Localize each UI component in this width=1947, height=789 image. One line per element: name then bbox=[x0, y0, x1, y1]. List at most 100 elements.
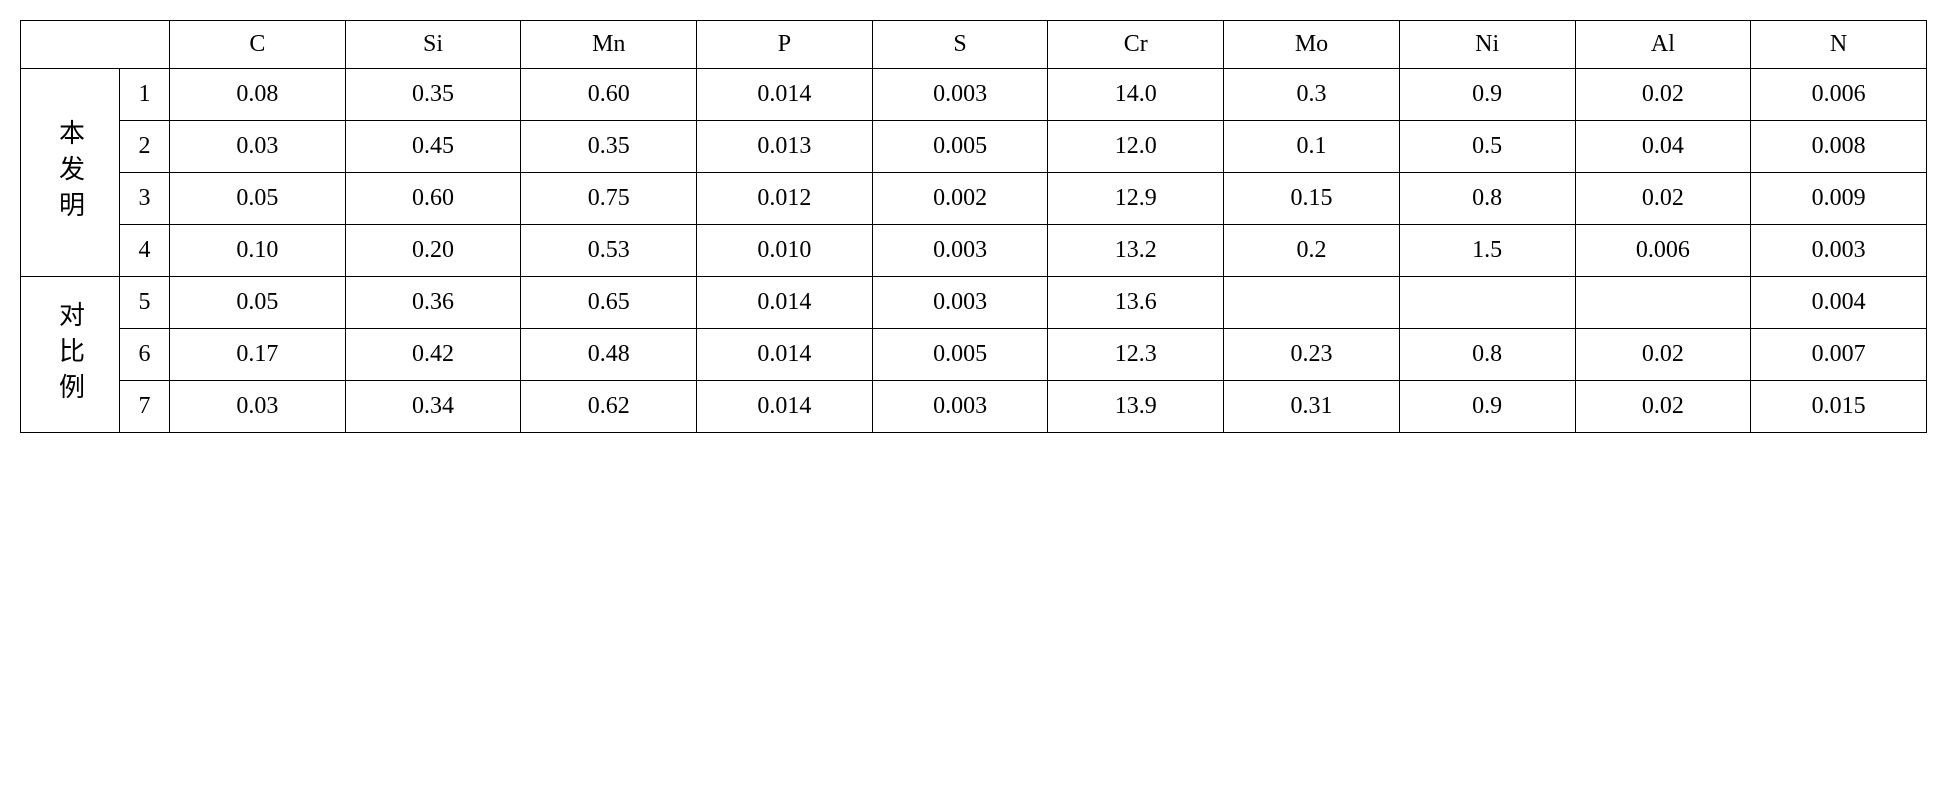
cell: 13.9 bbox=[1048, 381, 1224, 433]
cell: 0.012 bbox=[697, 173, 873, 225]
cell: 0.60 bbox=[345, 173, 521, 225]
cell: 0.2 bbox=[1224, 225, 1400, 277]
cell: 0.02 bbox=[1575, 381, 1751, 433]
cell: 0.23 bbox=[1224, 329, 1400, 381]
cell: 0.36 bbox=[345, 277, 521, 329]
cell: 13.2 bbox=[1048, 225, 1224, 277]
cell: 0.014 bbox=[697, 69, 873, 121]
cell bbox=[1224, 277, 1400, 329]
cell: 0.35 bbox=[521, 121, 697, 173]
cell: 0.02 bbox=[1575, 173, 1751, 225]
cell: 0.3 bbox=[1224, 69, 1400, 121]
col-header: N bbox=[1751, 21, 1927, 69]
cell: 0.02 bbox=[1575, 329, 1751, 381]
cell: 0.014 bbox=[697, 381, 873, 433]
cell: 0.42 bbox=[345, 329, 521, 381]
cell: 0.009 bbox=[1751, 173, 1927, 225]
row-index: 6 bbox=[120, 329, 170, 381]
table-row: 3 0.05 0.60 0.75 0.012 0.002 12.9 0.15 0… bbox=[21, 173, 1927, 225]
cell: 0.04 bbox=[1575, 121, 1751, 173]
cell: 0.9 bbox=[1399, 381, 1575, 433]
cell: 0.013 bbox=[697, 121, 873, 173]
cell: 0.10 bbox=[170, 225, 346, 277]
cell: 0.05 bbox=[170, 277, 346, 329]
cell: 14.0 bbox=[1048, 69, 1224, 121]
cell: 0.003 bbox=[872, 69, 1048, 121]
table-header-row: C Si Mn P S Cr Mo Ni Al N bbox=[21, 21, 1927, 69]
cell: 0.17 bbox=[170, 329, 346, 381]
cell: 0.45 bbox=[345, 121, 521, 173]
cell: 0.03 bbox=[170, 121, 346, 173]
col-header: Cr bbox=[1048, 21, 1224, 69]
cell: 0.015 bbox=[1751, 381, 1927, 433]
table-row: 6 0.17 0.42 0.48 0.014 0.005 12.3 0.23 0… bbox=[21, 329, 1927, 381]
col-header: S bbox=[872, 21, 1048, 69]
cell: 0.006 bbox=[1575, 225, 1751, 277]
composition-table-body: C Si Mn P S Cr Mo Ni Al N 本发明 1 0.08 0.3… bbox=[21, 21, 1927, 433]
cell: 0.9 bbox=[1399, 69, 1575, 121]
cell: 0.20 bbox=[345, 225, 521, 277]
row-index: 3 bbox=[120, 173, 170, 225]
cell: 0.08 bbox=[170, 69, 346, 121]
table-row: 本发明 1 0.08 0.35 0.60 0.014 0.003 14.0 0.… bbox=[21, 69, 1927, 121]
cell: 0.75 bbox=[521, 173, 697, 225]
col-header: P bbox=[697, 21, 873, 69]
cell: 0.006 bbox=[1751, 69, 1927, 121]
cell: 0.5 bbox=[1399, 121, 1575, 173]
row-index: 7 bbox=[120, 381, 170, 433]
cell: 0.48 bbox=[521, 329, 697, 381]
cell: 0.005 bbox=[872, 121, 1048, 173]
cell: 0.003 bbox=[872, 225, 1048, 277]
col-header: Ni bbox=[1399, 21, 1575, 69]
header-blank-corner bbox=[21, 21, 170, 69]
cell: 12.9 bbox=[1048, 173, 1224, 225]
col-header: Mo bbox=[1224, 21, 1400, 69]
cell: 0.65 bbox=[521, 277, 697, 329]
cell bbox=[1575, 277, 1751, 329]
composition-table: C Si Mn P S Cr Mo Ni Al N 本发明 1 0.08 0.3… bbox=[20, 20, 1927, 433]
cell: 0.8 bbox=[1399, 173, 1575, 225]
cell: 12.0 bbox=[1048, 121, 1224, 173]
table-row: 7 0.03 0.34 0.62 0.014 0.003 13.9 0.31 0… bbox=[21, 381, 1927, 433]
cell: 0.004 bbox=[1751, 277, 1927, 329]
cell: 0.007 bbox=[1751, 329, 1927, 381]
row-index: 1 bbox=[120, 69, 170, 121]
cell: 13.6 bbox=[1048, 277, 1224, 329]
col-header: Si bbox=[345, 21, 521, 69]
cell: 0.03 bbox=[170, 381, 346, 433]
cell: 0.1 bbox=[1224, 121, 1400, 173]
col-header: C bbox=[170, 21, 346, 69]
cell: 0.014 bbox=[697, 277, 873, 329]
group-label-invention: 本发明 bbox=[21, 69, 120, 277]
col-header: Al bbox=[1575, 21, 1751, 69]
cell: 1.5 bbox=[1399, 225, 1575, 277]
cell: 0.31 bbox=[1224, 381, 1400, 433]
table-row: 2 0.03 0.45 0.35 0.013 0.005 12.0 0.1 0.… bbox=[21, 121, 1927, 173]
cell: 0.003 bbox=[872, 381, 1048, 433]
row-index: 2 bbox=[120, 121, 170, 173]
cell: 0.8 bbox=[1399, 329, 1575, 381]
cell: 0.62 bbox=[521, 381, 697, 433]
row-index: 5 bbox=[120, 277, 170, 329]
row-index: 4 bbox=[120, 225, 170, 277]
cell: 0.003 bbox=[1751, 225, 1927, 277]
cell: 0.02 bbox=[1575, 69, 1751, 121]
table-row: 对比例 5 0.05 0.36 0.65 0.014 0.003 13.6 0.… bbox=[21, 277, 1927, 329]
cell: 0.005 bbox=[872, 329, 1048, 381]
cell: 0.014 bbox=[697, 329, 873, 381]
table-row: 4 0.10 0.20 0.53 0.010 0.003 13.2 0.2 1.… bbox=[21, 225, 1927, 277]
cell: 0.003 bbox=[872, 277, 1048, 329]
col-header: Mn bbox=[521, 21, 697, 69]
cell: 0.60 bbox=[521, 69, 697, 121]
cell: 0.34 bbox=[345, 381, 521, 433]
cell bbox=[1399, 277, 1575, 329]
cell: 0.15 bbox=[1224, 173, 1400, 225]
composition-table-wrap: C Si Mn P S Cr Mo Ni Al N 本发明 1 0.08 0.3… bbox=[20, 20, 1927, 433]
cell: 0.010 bbox=[697, 225, 873, 277]
cell: 0.35 bbox=[345, 69, 521, 121]
cell: 12.3 bbox=[1048, 329, 1224, 381]
cell: 0.53 bbox=[521, 225, 697, 277]
cell: 0.05 bbox=[170, 173, 346, 225]
cell: 0.008 bbox=[1751, 121, 1927, 173]
group-label-comparative: 对比例 bbox=[21, 277, 120, 433]
